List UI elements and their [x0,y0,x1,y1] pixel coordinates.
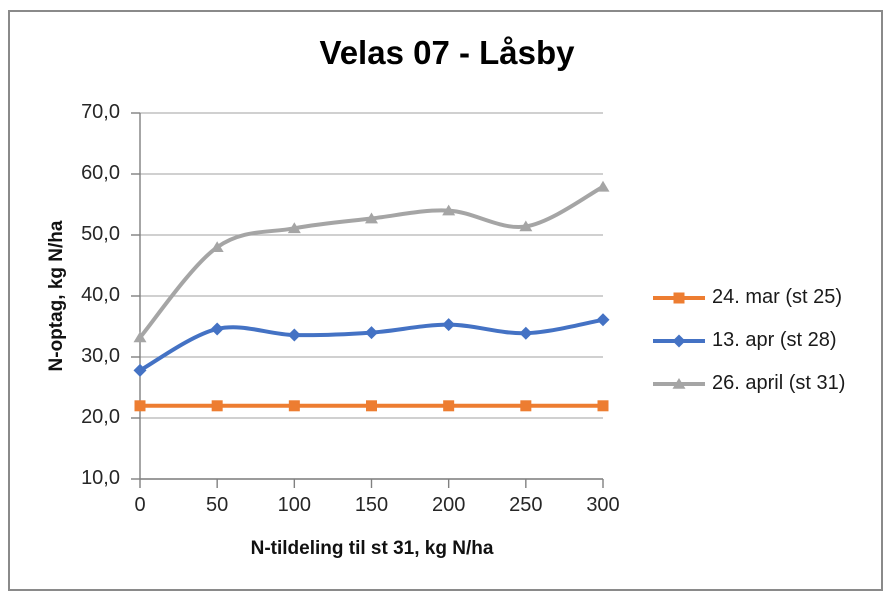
chart-title: Velas 07 - Låsby [319,34,575,71]
series-1 [133,313,610,377]
legend: 24. mar (st 25) 13. apr (st 28) 26. apri… [652,276,845,405]
square-marker-icon [653,292,705,303]
x-axis-title: N-tildeling til st 31, kg N/ha [250,538,494,559]
series-2 [133,180,610,343]
legend-item-13-apr: 13. apr (st 28) [652,319,845,362]
triangle-marker-icon [653,377,705,389]
chart-border-frame [8,10,883,591]
gridlines [140,112,603,480]
axes [131,112,604,488]
y-axis-title: N-optag, kg N/ha [46,220,67,372]
series-0 [134,400,609,412]
legend-label: 26. april (st 31) [712,372,846,394]
legend-item-24-mar: 24. mar (st 25) [652,276,845,319]
legend-item-26-april: 26. april (st 31) [652,362,845,405]
legend-label: 13. apr (st 28) [712,329,837,351]
diamond-marker-icon [653,334,705,347]
legend-label: 24. mar (st 25) [712,286,843,308]
